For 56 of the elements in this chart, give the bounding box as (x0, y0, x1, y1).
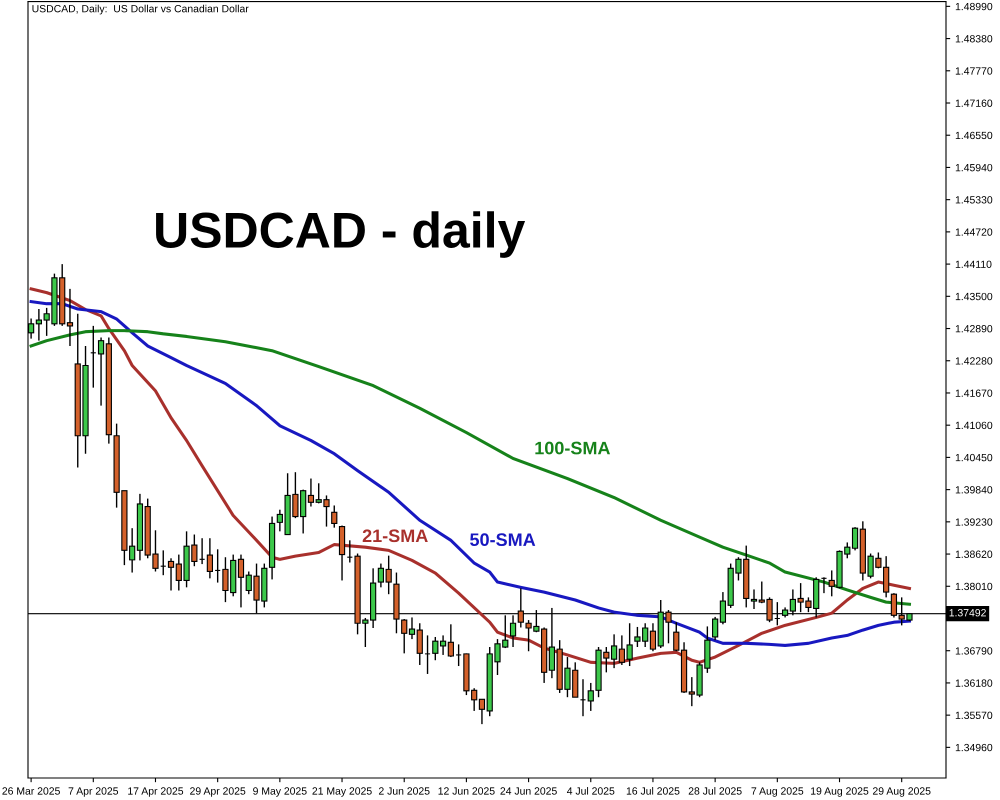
y-tick-label: 1.46550 (956, 132, 992, 140)
y-tick-label: 1.42890 (956, 325, 992, 332)
y-tick-label: 1.38620 (956, 550, 992, 558)
y-tick-label: 1.41670 (956, 389, 992, 397)
y-tick-label: 1.48990 (956, 2, 992, 10)
candlestick (424, 634, 431, 675)
candlestick (90, 325, 96, 388)
y-tick-label: 1.41060 (956, 422, 992, 430)
y-tick-label: 1.44110 (956, 260, 992, 268)
candlestick (206, 538, 214, 580)
x-tick-label: 7 Aug 2025 (752, 787, 804, 797)
y-tick-label: 1.43500 (956, 292, 992, 300)
y-tick-label: 1.39840 (956, 486, 992, 494)
candlestick (160, 550, 166, 576)
series-label: 50-SMA (470, 533, 536, 546)
x-tick-label: 2 Jun 2025 (378, 787, 430, 795)
candlestick (820, 576, 828, 594)
y-tick-label: 1.47160 (956, 100, 992, 107)
y-tick-label: 1.39230 (956, 518, 992, 526)
y-tick-label: 1.36790 (956, 647, 992, 655)
x-tick-label: 29 Apr 2025 (190, 787, 246, 797)
x-tick-label: 19 Aug 2025 (811, 787, 868, 797)
x-tick-label: 16 Jul 2025 (626, 787, 680, 795)
y-tick-label: 1.34960 (956, 744, 992, 752)
y-tick-label: 1.40450 (956, 454, 992, 462)
candlestick (331, 504, 338, 528)
x-tick-label: 17 Apr 2025 (128, 787, 184, 797)
candlestick (214, 548, 221, 584)
x-tick-label: 4 Jul 2025 (566, 787, 614, 795)
x-tick-label: 9 May 2025 (253, 787, 307, 797)
y-tick-label: 1.44720 (956, 228, 992, 236)
chart-title: USDCAD, Daily: US Dollar vs Canadian Dollar (32, 4, 249, 14)
x-tick-label: 28 Jul 2025 (688, 787, 742, 795)
y-tick-label: 1.45940 (956, 164, 992, 172)
series-label: 21-SMA (362, 529, 428, 542)
y-tick-label: 1.47770 (956, 67, 992, 75)
y-tick-label: 1.35570 (956, 712, 992, 720)
annotation: USDCAD - daily (156, 211, 526, 258)
x-tick-label: 24 Jun 2025 (500, 787, 557, 795)
series-label: 100-SMA (535, 442, 610, 454)
ref-line-label: 1.37492 (950, 609, 986, 616)
x-tick-label: 29 Aug 2025 (872, 787, 931, 797)
x-tick-label: 26 Mar 2025 (2, 787, 60, 795)
candlestick (580, 678, 586, 717)
y-tick-label: 1.45330 (956, 196, 992, 204)
x-tick-label: 7 Apr 2025 (68, 787, 118, 797)
x-tick-label: 12 Jun 2025 (438, 787, 495, 795)
candlestick (346, 540, 353, 564)
y-tick-label: 1.36180 (956, 679, 992, 687)
candlestick (456, 644, 462, 667)
y-tick-label: 1.38010 (956, 582, 992, 590)
y-tick-label: 1.48380 (956, 35, 992, 42)
candlestick (198, 538, 206, 565)
y-tick-label: 1.42280 (956, 357, 992, 365)
x-tick-label: 21 May 2025 (312, 787, 372, 797)
line-series (30, 329, 911, 606)
